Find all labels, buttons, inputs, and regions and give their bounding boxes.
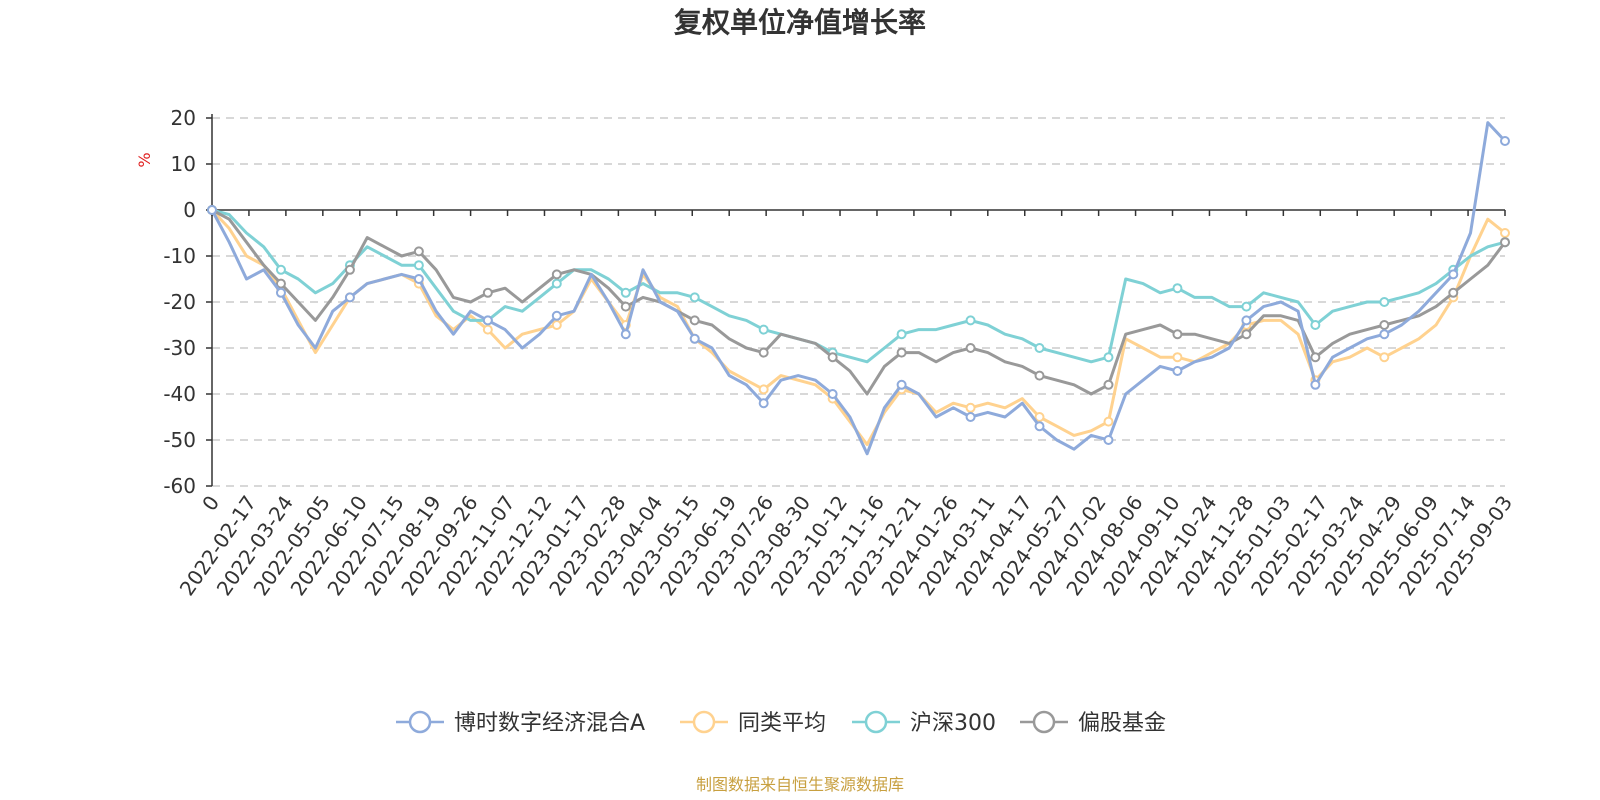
series-point-1[interactable] [1034, 412, 1045, 422]
series-point-2[interactable] [551, 278, 562, 289]
legend: 博时数字经济混合A 同类平均 沪深300 偏股基金 [396, 710, 1166, 736]
series-point-2[interactable] [1034, 343, 1045, 353]
series-point-3[interactable] [1310, 352, 1321, 363]
series-point-3[interactable] [1379, 320, 1390, 330]
series-point-1[interactable] [1172, 352, 1183, 363]
legend-item-2[interactable]: 沪深300 [852, 710, 996, 736]
legend-item-3[interactable]: 偏股基金 [1020, 710, 1166, 736]
series-point-0[interactable] [689, 333, 700, 344]
x-axis: 02022-02-172022-03-242022-05-052022-06-1… [175, 209, 1517, 600]
series-point-2[interactable] [965, 315, 976, 326]
series-point-0[interactable] [413, 274, 424, 284]
legend-marker [692, 710, 716, 734]
y-axis: 20 10 0 -10 -20 -30 -40 -50 -60 [163, 106, 213, 498]
legend-item-0[interactable]: 博时数字经济混合A [396, 710, 645, 736]
series-point-3[interactable] [1500, 237, 1510, 248]
series-point-2[interactable] [1172, 283, 1183, 294]
series-point-0[interactable] [1379, 329, 1390, 340]
y-tick-label: 10 [171, 152, 196, 176]
series-point-0[interactable] [827, 389, 838, 399]
x-tick-label: 0 [197, 491, 224, 515]
series-point-0[interactable] [1172, 366, 1183, 376]
series-point-3[interactable] [413, 246, 424, 257]
series-point-3[interactable] [896, 347, 907, 358]
series-point-0[interactable] [1500, 136, 1510, 146]
series-point-1[interactable] [965, 402, 976, 413]
series-point-3[interactable] [620, 301, 631, 312]
legend-marker [408, 710, 432, 734]
series-point-0[interactable] [1103, 435, 1114, 445]
y-tick-label: -30 [163, 336, 196, 360]
y-tick-label: -50 [163, 428, 196, 452]
legend-label: 博时数字经济混合A [454, 711, 645, 736]
legend-label: 沪深300 [910, 711, 996, 736]
series-point-3[interactable] [965, 343, 976, 353]
y-axis-unit: % [135, 152, 154, 167]
series-point-2[interactable] [1379, 297, 1390, 307]
series-point-3[interactable] [1172, 329, 1183, 340]
y-tick-label: -40 [163, 382, 196, 406]
series-point-0[interactable] [965, 412, 976, 422]
series-point-3[interactable] [827, 352, 838, 363]
series-point-0[interactable] [1310, 379, 1321, 390]
series-point-2[interactable] [275, 264, 286, 275]
series-point-2[interactable] [689, 292, 700, 303]
series-line-2 [211, 208, 1506, 364]
y-tick-label: -20 [163, 290, 196, 314]
series-point-0[interactable] [1448, 269, 1459, 280]
series-point-1[interactable] [758, 384, 769, 395]
source-note: 制图数据来自恒生聚源数据库 [696, 775, 904, 794]
series-point-2[interactable] [620, 287, 631, 298]
legend-marker [1032, 710, 1056, 734]
series-point-3[interactable] [1241, 329, 1252, 340]
series-point-3[interactable] [1034, 370, 1045, 381]
series-point-3[interactable] [1103, 379, 1114, 390]
y-tick-label: 0 [183, 198, 196, 222]
series-point-2[interactable] [1310, 320, 1321, 330]
y-tick-label: -10 [163, 244, 196, 268]
series-point-1[interactable] [482, 324, 493, 335]
legend-label: 同类平均 [738, 711, 826, 736]
series-point-1[interactable] [1379, 352, 1390, 363]
series-point-0[interactable] [207, 205, 217, 215]
series-point-1[interactable] [551, 320, 562, 330]
chart-title: 复权单位净值增长率 [674, 6, 926, 39]
series-line-3 [211, 208, 1507, 396]
series-point-1[interactable] [1500, 228, 1510, 238]
legend-label: 偏股基金 [1078, 711, 1166, 736]
series-point-3[interactable] [758, 347, 769, 358]
series-point-2[interactable] [758, 324, 769, 335]
series-point-3[interactable] [689, 315, 700, 326]
y-tick-label: -60 [163, 474, 196, 498]
series-point-0[interactable] [620, 329, 631, 340]
series-point-0[interactable] [551, 310, 562, 321]
series-point-3[interactable] [482, 287, 493, 298]
series-line-0 [210, 121, 1507, 456]
series-point-0[interactable] [1034, 421, 1045, 432]
series-point-2[interactable] [896, 329, 907, 340]
legend-marker [864, 710, 888, 734]
series-point-2[interactable] [1103, 352, 1114, 363]
series-point-3[interactable] [275, 278, 286, 289]
series-point-0[interactable] [482, 315, 493, 326]
series-point-0[interactable] [344, 292, 355, 303]
series-point-3[interactable] [551, 269, 562, 280]
series-lines [207, 121, 1510, 456]
series-point-3[interactable] [1448, 287, 1459, 298]
y-tick-label: 20 [171, 106, 196, 130]
series-point-0[interactable] [896, 379, 907, 390]
legend-item-1[interactable]: 同类平均 [680, 710, 826, 736]
series-point-2[interactable] [413, 260, 424, 271]
series-point-0[interactable] [758, 398, 769, 409]
series-point-2[interactable] [1241, 301, 1252, 312]
series-point-1[interactable] [1103, 416, 1114, 427]
series-point-0[interactable] [1241, 315, 1252, 326]
series-point-3[interactable] [344, 264, 355, 275]
series-point-0[interactable] [275, 287, 286, 298]
